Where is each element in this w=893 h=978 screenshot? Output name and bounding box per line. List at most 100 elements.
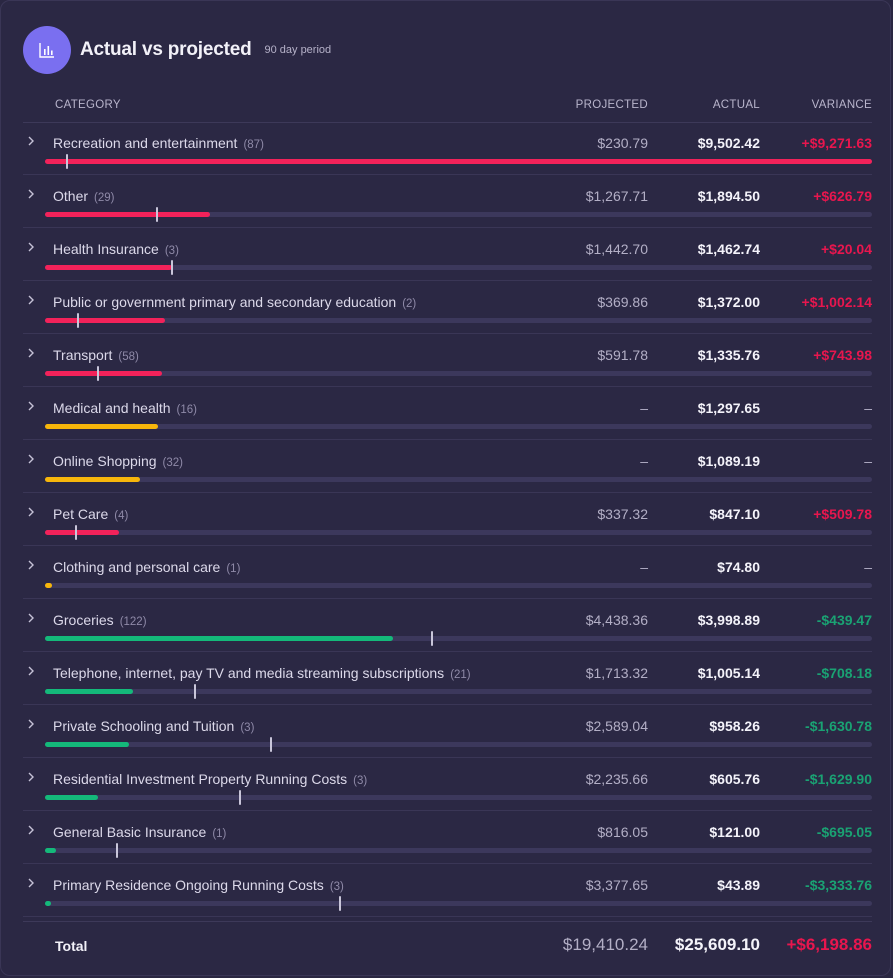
projected-marker <box>77 313 79 328</box>
chevron-right-icon[interactable] <box>26 718 36 730</box>
column-header-variance[interactable]: VARIANCE <box>811 99 872 111</box>
actual-value: $1,335.76 <box>697 347 760 363</box>
chevron-right-icon[interactable] <box>26 135 36 147</box>
chevron-right-icon[interactable] <box>26 877 36 889</box>
projected-marker <box>116 843 118 858</box>
chevron-right-icon[interactable] <box>26 612 36 624</box>
table-row[interactable]: Online Shopping (32) – $1,089.19 – <box>23 440 872 493</box>
table-row[interactable]: Clothing and personal care (1) – $74.80 – <box>23 546 872 599</box>
projected-marker <box>270 737 272 752</box>
chevron-right-icon[interactable] <box>26 400 36 412</box>
table-row[interactable]: General Basic Insurance (1) $816.05 $121.00… <box>23 811 872 864</box>
category-name: Telephone, internet, pay TV and media st… <box>53 665 471 681</box>
card-title: Actual vs projected <box>80 39 252 60</box>
category-label: Transport <box>53 347 113 363</box>
chevron-right-icon[interactable] <box>26 824 36 836</box>
table-row[interactable]: Primary Residence Ongoing Running Costs (… <box>23 864 872 917</box>
category-label: Recreation and entertainment <box>53 135 238 151</box>
transaction-count: (58) <box>118 351 139 363</box>
category-name: Recreation and entertainment (87) <box>53 135 264 151</box>
table-row[interactable]: Recreation and entertainment (87) $230.79 $… <box>23 122 872 175</box>
category-name: Primary Residence Ongoing Running Costs (… <box>53 877 344 893</box>
chevron-right-icon[interactable] <box>26 188 36 200</box>
actual-value: $1,089.19 <box>697 453 760 469</box>
variance-value: +$9,271.63 <box>801 135 872 151</box>
total-row: Total $19,410.24 $25,609.10 +$6,198.86 <box>23 921 872 972</box>
actual-value: $1,005.14 <box>697 665 760 681</box>
projected-value: – <box>640 453 648 469</box>
actual-progress-bar <box>45 901 51 906</box>
category-label: Clothing and personal care <box>53 559 221 575</box>
table-row[interactable]: Private Schooling and Tuition (3) $2,589.0… <box>23 705 872 758</box>
chevron-right-icon[interactable] <box>26 506 36 518</box>
actual-progress-bar <box>45 159 872 164</box>
table-row[interactable]: Telephone, internet, pay TV and media st… <box>23 652 872 705</box>
transaction-count: (2) <box>402 298 417 310</box>
table-row[interactable]: Health Insurance (3) $1,442.70 $1,462.74 +$2… <box>23 228 872 281</box>
actual-progress-bar <box>45 636 393 641</box>
chevron-right-icon[interactable] <box>26 665 36 677</box>
category-label: Health Insurance <box>53 241 159 257</box>
chevron-right-icon[interactable] <box>26 347 36 359</box>
projected-value: $1,713.32 <box>585 665 648 681</box>
progress-track <box>45 843 872 858</box>
actual-progress-bar <box>45 848 56 853</box>
column-header-category[interactable]: CATEGORY <box>55 99 121 111</box>
progress-track <box>45 260 872 275</box>
variance-value: +$743.98 <box>813 347 872 363</box>
projected-marker <box>97 366 99 381</box>
progress-track <box>45 154 872 169</box>
projected-value: $3,377.65 <box>585 877 648 893</box>
projected-value: $1,442.70 <box>585 241 648 257</box>
table-row[interactable]: Groceries (122) $4,438.36 $3,998.89 -$439.47 <box>23 599 872 652</box>
projected-value: $2,235.66 <box>585 771 648 787</box>
progress-track <box>45 477 872 482</box>
table-row[interactable]: Pet Care (4) $337.32 $847.10 +$509.78 <box>23 493 872 546</box>
chevron-right-icon[interactable] <box>26 559 36 571</box>
progress-track <box>45 525 872 540</box>
variance-value: -$1,629.90 <box>805 771 872 787</box>
projected-marker <box>156 207 158 222</box>
transaction-count: (21) <box>450 669 471 681</box>
actual-value: $43.89 <box>717 877 760 893</box>
transaction-count: (16) <box>176 404 197 416</box>
chevron-right-icon[interactable] <box>26 771 36 783</box>
category-name: Pet Care (4) <box>53 506 128 522</box>
table-row[interactable]: Public or government primary and seconda… <box>23 281 872 334</box>
total-actual: $25,609.10 <box>674 935 760 954</box>
progress-track <box>45 684 872 699</box>
transaction-count: (32) <box>162 457 183 469</box>
projected-value: $337.32 <box>597 506 648 522</box>
category-label: Telephone, internet, pay TV and media st… <box>53 665 445 681</box>
column-header-actual[interactable]: ACTUAL <box>712 99 760 111</box>
total-projected: $19,410.24 <box>562 935 648 954</box>
projected-value: $591.78 <box>597 347 648 363</box>
total-label: Total <box>55 938 88 954</box>
period-label: 90 day period <box>264 44 332 56</box>
actual-value: $1,894.50 <box>697 188 760 204</box>
table-row[interactable]: Other (29) $1,267.71 $1,894.50 +$626.79 <box>23 175 872 228</box>
column-header-projected[interactable]: PROJECTED <box>575 99 648 111</box>
transaction-count: (87) <box>243 139 264 151</box>
variance-value: – <box>864 559 872 575</box>
chevron-right-icon[interactable] <box>26 294 36 306</box>
progress-track <box>45 424 872 429</box>
transaction-count: (4) <box>114 510 129 522</box>
chevron-right-icon[interactable] <box>26 453 36 465</box>
chevron-right-icon[interactable] <box>26 241 36 253</box>
table-header: CATEGORY PROJECTED ACTUAL VARIANCE <box>23 97 872 123</box>
actual-value: $9,502.42 <box>697 135 760 151</box>
category-label: Online Shopping <box>53 453 157 469</box>
category-list: Recreation and entertainment (87) $230.79 $… <box>23 122 872 917</box>
progress-track <box>45 737 872 752</box>
transaction-count: (122) <box>119 616 147 628</box>
projected-value: – <box>640 400 648 416</box>
actual-progress-bar <box>45 318 165 323</box>
transaction-count: (29) <box>94 192 115 204</box>
table-row[interactable]: Residential Investment Property Running … <box>23 758 872 811</box>
table-row[interactable]: Medical and health (16) – $1,297.65 – <box>23 387 872 440</box>
actual-value: $847.10 <box>709 506 760 522</box>
projected-value: – <box>640 559 648 575</box>
table-row[interactable]: Transport (58) $591.78 $1,335.76 +$743.98 <box>23 334 872 387</box>
